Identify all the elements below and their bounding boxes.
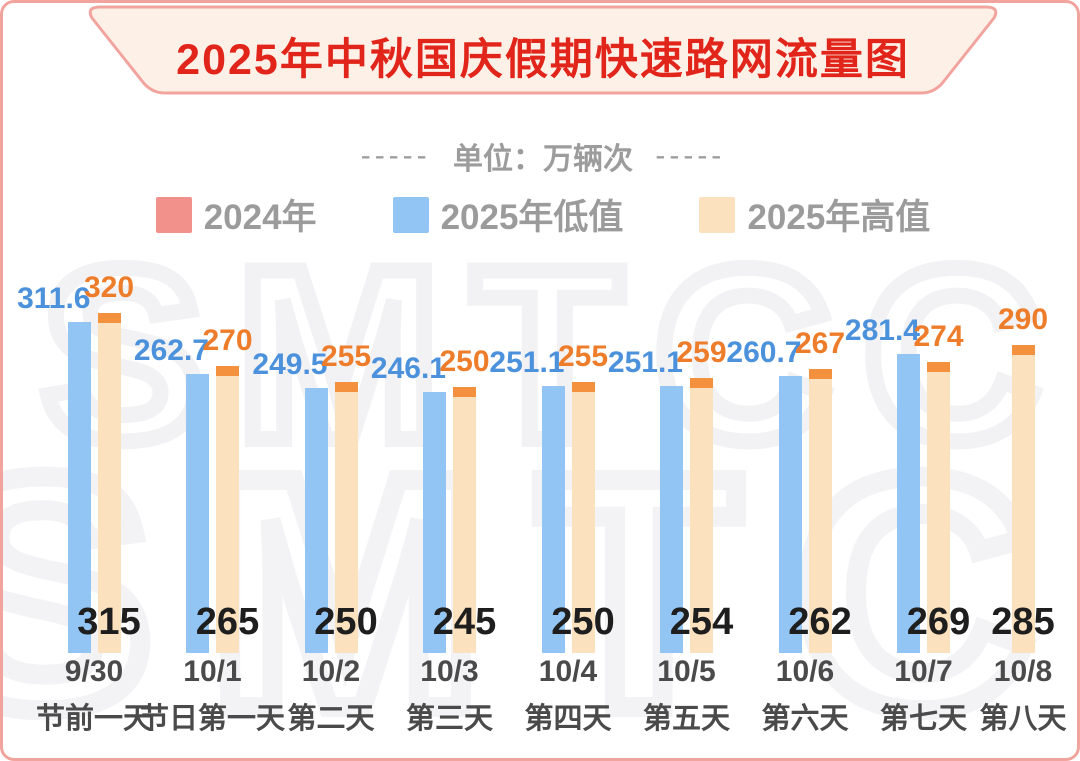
category-date: 10/7 [894, 655, 953, 688]
category-day: 第七天 [879, 703, 967, 735]
bar-2025-high-cap [453, 387, 476, 398]
bar-2025-high-cap [1011, 344, 1035, 355]
subtitle-dashes-left: ----- [360, 139, 431, 172]
title-banner [88, 5, 998, 95]
bar-label-2025-low: 262.7 [133, 333, 209, 367]
value-2024: 265 [195, 601, 260, 643]
value-2024: 285 [991, 601, 1055, 643]
category-day: 节前一天 [35, 703, 152, 735]
bar-2025-high-cap [334, 382, 358, 393]
unit-subtitle: ----- 单位：万辆次 ----- [3, 134, 1077, 178]
bar-2025-low [304, 387, 328, 653]
bar-2025-high-cap [690, 377, 713, 388]
bar-label-2025-low: 251.1 [607, 346, 683, 380]
category-day: 第六天 [761, 703, 849, 735]
bar-2025-low [897, 354, 920, 653]
legend-swatch-2025-high [699, 196, 736, 233]
bar-2025-high-cap [927, 361, 950, 372]
bar-label-2025-high: 255 [320, 340, 372, 374]
bar-label-2025-high: 255 [557, 340, 609, 374]
bar-label-2025-high: 259 [676, 335, 727, 369]
category-date: 10/8 [993, 655, 1053, 688]
bar-2025-high [690, 377, 713, 653]
value-2024: 262 [788, 601, 852, 643]
bar-label-2025-high: 270 [202, 324, 253, 358]
legend-item-2025-high: 2025年高值 [699, 189, 930, 240]
category-date: 10/2 [301, 655, 361, 688]
value-2024: 315 [77, 601, 141, 643]
category-day: 第四天 [524, 703, 612, 735]
bar-label-2025-high: 267 [794, 327, 846, 361]
category-day: 节日第一天 [139, 703, 285, 735]
value-2024: 269 [906, 601, 971, 643]
bar-2025-low [660, 386, 683, 653]
legend-swatch-2025-low [392, 196, 429, 233]
unit-label: 单位：万辆次 [453, 143, 633, 176]
bar-2025-high [1011, 344, 1035, 653]
bar-label-2025-high: 320 [83, 271, 135, 305]
bar-label-2025-low: 260.7 [726, 336, 802, 370]
bar-label-2025-high: 274 [913, 319, 964, 353]
subtitle-dashes-right: ----- [655, 139, 726, 172]
category-date: 10/5 [657, 655, 716, 688]
category-date: 9/30 [64, 655, 124, 688]
bar-2025-high-cap [97, 313, 121, 324]
category-date: 10/4 [538, 655, 598, 688]
legend-item-2025-low: 2025年低值 [392, 189, 624, 240]
bar-2025-high [927, 361, 950, 653]
bar-2025-low [67, 321, 91, 653]
bar-label-2025-low: 281.4 [844, 314, 920, 348]
category-day: 第三天 [405, 703, 493, 735]
bar-label-2025-high: 250 [439, 345, 490, 379]
legend-label-2025-high: 2025年高值 [747, 198, 931, 237]
bar-2025-high [216, 366, 239, 653]
legend-label-2025-low: 2025年低值 [440, 198, 624, 237]
category-day: 第八天 [979, 703, 1067, 735]
category-day: 第二天 [287, 703, 375, 735]
legend: 2024年 2025年低值 2025年高值 [3, 189, 1077, 240]
bar-chart: 311.6 320 315 9/30 节前一天 262.7 270 265 10/1 节日第一天 2… [3, 3, 1077, 758]
bar-2025-high-cap [571, 382, 595, 393]
bar-label-2025-low: 251.1 [489, 346, 565, 380]
bar-2025-low [778, 376, 802, 653]
value-2024: 254 [669, 601, 734, 643]
category-day: 第五天 [642, 703, 730, 735]
bar-2025-high [571, 382, 595, 653]
legend-label-2024: 2024年 [203, 198, 317, 237]
bar-2025-low [541, 386, 565, 653]
bar-label-2025-low: 249.5 [252, 347, 328, 381]
bar-2025-high [808, 369, 832, 653]
bar-2025-high [97, 313, 121, 653]
bar-2025-high [334, 382, 358, 653]
legend-item-2024: 2024年 [155, 189, 317, 240]
page-title: 2025年中秋国庆假期快速路网流量图 [176, 36, 910, 84]
legend-swatch-2024 [155, 196, 192, 233]
bar-2025-high [453, 387, 476, 653]
category-date: 10/3 [420, 655, 479, 688]
value-2024: 245 [432, 601, 497, 643]
value-2024: 250 [551, 601, 615, 643]
bar-2025-low [186, 373, 209, 653]
category-date: 10/6 [775, 655, 835, 688]
bar-2025-low [423, 391, 446, 653]
bar-2025-high-cap [216, 366, 239, 377]
value-2024: 250 [314, 601, 378, 643]
category-date: 10/1 [183, 655, 242, 688]
bar-label-2025-low: 246.1 [370, 351, 446, 385]
bar-label-2025-low: 311.6 [17, 281, 91, 315]
bar-2025-high-cap [808, 369, 832, 380]
bar-label-2025-high: 290 [997, 302, 1049, 336]
